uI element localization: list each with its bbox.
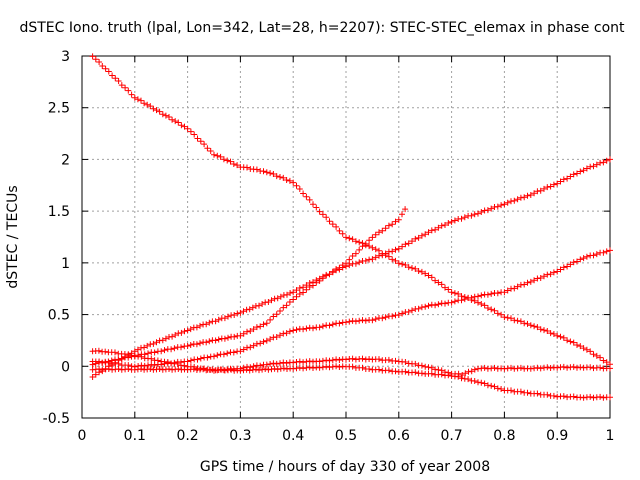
x-tick-label: 0.8 [493, 428, 515, 444]
y-tick-label: 1 [61, 256, 70, 272]
x-tick-label: 0.1 [124, 428, 146, 444]
axis-ticks: 0 0.1 0.2 0.3 0.4 0.5 0.6 0.7 0.8 0.9 1 -0.5 0 0.5 1 1.… [43, 49, 615, 444]
data-points-sat-d [89, 247, 613, 370]
x-tick-label: 0.6 [388, 428, 410, 444]
x-tick-label: 0.3 [229, 428, 251, 444]
series-sat-c [89, 206, 409, 368]
x-axis-label: GPS time / hours of day 330 of year 2008 [200, 459, 490, 475]
x-tick-label: 0.2 [176, 428, 198, 444]
x-tick-label: 1 [606, 428, 615, 444]
x-tick-label: 0.9 [546, 428, 568, 444]
series-layer [89, 53, 613, 401]
y-tick-label: 3 [61, 49, 70, 65]
y-tick-label: 2 [61, 152, 70, 168]
y-tick-label: 1.5 [48, 204, 70, 220]
y-tick-label: -0.5 [43, 411, 70, 427]
data-points-sat-c [89, 206, 409, 368]
series-sat-a [89, 53, 613, 368]
x-tick-label: 0.7 [440, 428, 462, 444]
data-points-sat-e [89, 347, 613, 378]
x-tick-label: 0 [78, 428, 87, 444]
x-tick-label: 0.5 [335, 428, 357, 444]
y-tick-label: 0.5 [48, 308, 70, 324]
y-tick-label: 0 [61, 359, 70, 375]
series-sat-f [89, 363, 613, 401]
series-sat-d [89, 247, 613, 370]
series-sat-e [89, 347, 613, 378]
x-tick-label: 0.4 [282, 428, 304, 444]
data-points-sat-a [89, 53, 613, 368]
chart-title: dSTEC Iono. truth (lpal, Lon=342, Lat=28… [19, 20, 625, 36]
y-axis-label: dSTEC / TECUs [5, 185, 21, 288]
y-tick-label: 2.5 [48, 101, 70, 117]
data-points-sat-f [89, 363, 613, 401]
